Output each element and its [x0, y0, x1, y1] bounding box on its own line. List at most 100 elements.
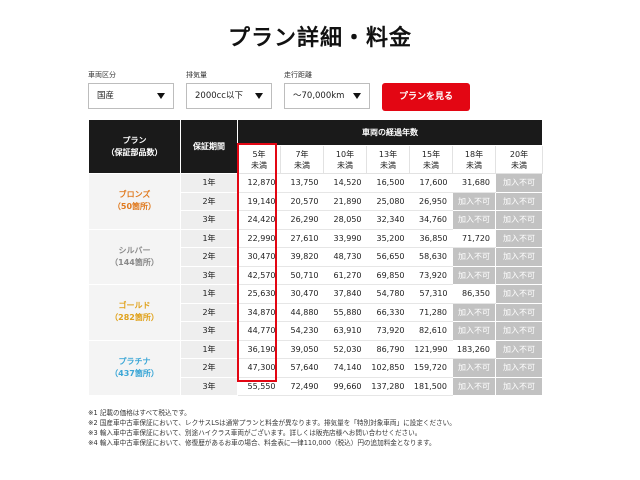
price-cell: 26,950	[409, 192, 453, 211]
price-cell: 63,910	[323, 321, 367, 341]
price-cell: 66,330	[366, 303, 410, 322]
table-row: ゴールド （282箇所） 1年 25,630 30,470 37,840 54,780 57,…	[88, 284, 544, 341]
price-cell: 44,770	[237, 321, 281, 341]
age-header-suffix: 未満	[423, 160, 439, 170]
table-row: 2年 47,300 57,640 74,140 102,850 159,720 加入不可 加入…	[89, 358, 544, 378]
price-cell: 54,780	[366, 284, 410, 304]
price-cell: 52,030	[323, 340, 367, 359]
not-available-cell: 加入不可	[494, 247, 544, 267]
period-cell: 2年	[180, 247, 238, 267]
price-cell: 30,470	[237, 247, 281, 267]
price-cell: 12,870	[237, 173, 281, 193]
price-cell: 21,890	[323, 192, 367, 211]
not-available-cell: 加入不可	[494, 265, 544, 285]
price-cell: 183,260	[452, 340, 496, 359]
filter-bar: 車両区分 国産 排気量 2000cc以下 走行距離 〜70,000km プランを…	[88, 70, 470, 111]
plan-tier-cell: プラチナ （437箇所）	[88, 339, 181, 396]
price-cell: 44,880	[280, 303, 324, 322]
age-header-cell: 15年 未満	[409, 145, 453, 174]
price-cell: 37,840	[323, 284, 367, 304]
price-cell: 71,280	[409, 303, 453, 322]
not-available-cell: 加入不可	[494, 358, 544, 378]
price-cell: 181,500	[409, 377, 453, 396]
period-column-header: 保証期間	[180, 119, 238, 174]
price-table: プラン （保証部品数） 保証期間 車両の経過年数 5年 未満 7年 未満 10年 未満 13…	[88, 119, 544, 396]
age-header-years: 10年	[335, 149, 355, 159]
period-cell: 1年	[180, 228, 238, 248]
period-cell: 3年	[180, 210, 238, 230]
price-cell: 55,550	[237, 377, 281, 396]
not-available-cell: 加入不可	[494, 173, 544, 193]
table-row: 3年 42,570 50,710 61,270 69,850 73,920 加入不可 加入不可	[89, 265, 544, 285]
plan-tier-parts: （437箇所）	[110, 368, 159, 378]
age-header-cell: 13年 未満	[366, 145, 410, 174]
age-header-years: 18年	[464, 149, 484, 159]
vehicle-type-select[interactable]: 国産	[88, 83, 174, 109]
price-cell: 27,610	[280, 229, 324, 248]
price-cell: 159,720	[409, 358, 453, 378]
age-header-cell: 7年 未満	[280, 145, 324, 174]
age-header-suffix: 未満	[337, 160, 353, 170]
price-cell: 34,760	[409, 210, 453, 230]
plan-tier-cell: シルバー （144箇所）	[88, 228, 181, 285]
plan-tier-parts: （282箇所）	[110, 313, 159, 323]
price-cell: 14,520	[323, 173, 367, 193]
age-header-suffix: 未満	[466, 160, 482, 170]
price-table-body: ブロンズ （50箇所） 1年 12,870 13,750 14,520 16,500 17,6…	[88, 173, 544, 396]
price-cell: 22,990	[237, 229, 281, 248]
not-available-cell: 加入不可	[452, 247, 496, 267]
not-available-cell: 加入不可	[494, 302, 544, 322]
price-cell: 61,270	[323, 266, 367, 285]
price-cell: 35,200	[366, 229, 410, 248]
footnotes: ※1 記載の価格はすべて税込です。 ※2 国産車中古車保証において、レクサスLSは…	[88, 408, 456, 448]
price-cell: 58,630	[409, 247, 453, 267]
price-cell: 57,310	[409, 284, 453, 304]
caret-down-icon	[157, 93, 165, 99]
price-cell: 99,660	[323, 377, 367, 396]
price-cell: 36,190	[237, 340, 281, 359]
price-cell: 16,500	[366, 173, 410, 193]
not-available-cell: 加入不可	[452, 210, 496, 230]
view-plan-button[interactable]: プランを見る	[382, 83, 470, 111]
not-available-cell: 加入不可	[494, 321, 544, 341]
mileage-select[interactable]: 〜70,000km	[284, 83, 370, 109]
age-header-cell: 5年 未満	[237, 145, 281, 174]
table-row: シルバー （144箇所） 1年 22,990 27,610 33,990 35,200 36,…	[88, 228, 544, 285]
caret-down-icon	[255, 93, 263, 99]
age-header-cell: 10年 未満	[323, 145, 367, 174]
vehicle-type-label: 車両区分	[88, 71, 116, 79]
not-available-cell: 加入不可	[494, 191, 544, 211]
price-cell: 32,340	[366, 210, 410, 230]
plan-header-line2: （保証部品数）	[106, 147, 163, 157]
not-available-cell: 加入不可	[494, 376, 544, 396]
table-row: ブロンズ （50箇所） 1年 12,870 13,750 14,520 16,500 17,6…	[88, 173, 544, 230]
mileage-value: 〜70,000km	[293, 91, 345, 101]
table-row: 3年 24,420 26,290 28,050 32,340 34,760 加入不可 加入不可	[89, 210, 544, 230]
price-cell: 39,820	[280, 247, 324, 267]
displacement-filter: 排気量 2000cc以下	[186, 70, 272, 109]
table-row: 2年 19,140 20,570 21,890 25,080 26,950 加入不可 加入不可	[89, 191, 544, 211]
plan-tier-name: ゴールド	[118, 301, 151, 311]
not-available-cell: 加入不可	[452, 321, 496, 341]
price-cell: 57,640	[280, 358, 324, 378]
not-available-cell: 加入不可	[452, 302, 496, 322]
not-available-cell: 加入不可	[452, 265, 496, 285]
age-header-suffix: 未満	[511, 160, 527, 170]
period-cell: 1年	[180, 339, 238, 359]
table-row: 3年 55,550 72,490 99,660 137,280 181,500 加入不可 加入…	[89, 376, 544, 396]
period-cell: 2年	[180, 358, 238, 378]
not-available-cell: 加入不可	[452, 376, 496, 396]
age-header-cell: 18年 未満	[452, 145, 496, 174]
footnote-line: ※2 国産車中古車保証において、レクサスLSは通常プランと料金が異なります。排気…	[88, 419, 456, 427]
footnote-line: ※3 輸入車中古車保証において、別途ハイクラス車両がございます。詳しくは販売店様…	[88, 429, 422, 437]
price-cell: 42,570	[237, 266, 281, 285]
plan-tier-name: プラチナ	[118, 356, 151, 366]
mileage-label: 走行距離	[284, 71, 312, 79]
price-cell: 20,570	[280, 192, 324, 211]
not-available-cell: 加入不可	[452, 191, 496, 211]
plan-tier-name: ブロンズ	[118, 190, 151, 200]
price-cell: 102,850	[366, 358, 410, 378]
price-cell: 36,850	[409, 229, 453, 248]
displacement-select[interactable]: 2000cc以下	[186, 83, 272, 109]
